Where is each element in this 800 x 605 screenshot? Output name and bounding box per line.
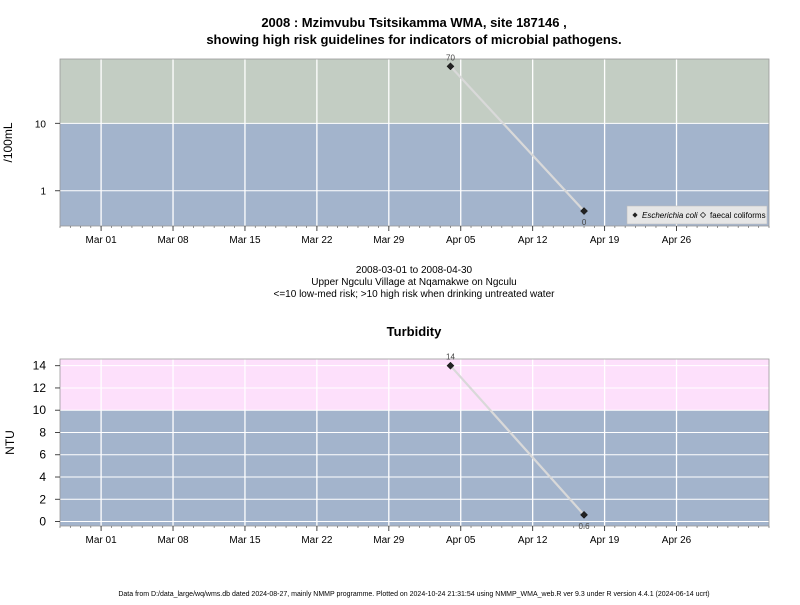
chart-title-line1: 2008 : Mzimvubu Tsitsikamma WMA, site 18… bbox=[261, 15, 566, 30]
legend-key-ecoli bbox=[632, 212, 638, 218]
microbial-panel: Mar 01 Mar 08 Mar 15 Mar 22 Mar 29 Apr 05 Apr … bbox=[1, 53, 770, 246]
legend: Escherichia coli faecal coliforms bbox=[626, 205, 768, 225]
legend-box bbox=[626, 205, 768, 225]
x-tick-label: Apr 12 bbox=[518, 535, 548, 546]
x-tick-label: Mar 29 bbox=[373, 535, 405, 546]
y-tick-label: 10 bbox=[35, 119, 47, 130]
x-tick-label: Mar 29 bbox=[373, 235, 405, 246]
y-tick-label: 0 bbox=[39, 515, 46, 529]
y-tick-label: 1 bbox=[40, 187, 46, 198]
low-risk-band bbox=[60, 410, 769, 526]
series-line bbox=[449, 65, 585, 212]
data-point-0 bbox=[446, 62, 455, 71]
caption-line-risk-note: <=10 low-med risk; >10 high risk when dr… bbox=[274, 289, 556, 300]
plot-frame bbox=[59, 58, 770, 227]
y-axis-label: /100mL bbox=[1, 122, 15, 162]
x-tick-label: Mar 08 bbox=[157, 535, 189, 546]
y-tick-label: 8 bbox=[39, 425, 46, 439]
y-tick-label: 2 bbox=[39, 492, 46, 506]
turbidity-panel: Mar 01 Mar 08 Mar 15 Mar 22 Mar 29 Apr 05 Apr … bbox=[3, 353, 770, 546]
high-risk-band bbox=[60, 359, 769, 411]
x-tick-label: Apr 05 bbox=[446, 535, 476, 546]
x-tick-label: Mar 15 bbox=[229, 535, 261, 546]
turbidity-title: Turbidity bbox=[387, 324, 442, 339]
footer-note: Data from D:/data_large/wq/wms.db dated … bbox=[118, 591, 709, 598]
x-tick-label: Apr 26 bbox=[662, 535, 692, 546]
data-label-1: 0 bbox=[582, 218, 587, 227]
y-tick-label: 14 bbox=[33, 359, 47, 373]
data-point-1 bbox=[580, 207, 588, 215]
legend-label-ecoli: Escherichia coli bbox=[642, 211, 698, 220]
y-tick-label: 6 bbox=[39, 448, 46, 462]
caption-line-date-range: 2008-03-01 to 2008-04-30 bbox=[356, 265, 473, 276]
y-axis-label: NTU bbox=[3, 430, 17, 455]
data-label-1: 0.6 bbox=[578, 522, 590, 531]
x-tick-label: Mar 22 bbox=[301, 235, 333, 246]
x-tick-label: Mar 15 bbox=[229, 235, 261, 246]
chart-title-line2: showing high risk guidelines for indicat… bbox=[206, 32, 621, 47]
high-risk-band bbox=[60, 59, 769, 124]
x-tick-label: Apr 12 bbox=[518, 235, 548, 246]
caption-line-site: Upper Ngculu Village at Nqamakwe on Ngcu… bbox=[311, 277, 516, 288]
x-tick-label: Apr 19 bbox=[590, 235, 620, 246]
x-tick-label: Apr 19 bbox=[590, 535, 620, 546]
x-tick-label: Apr 26 bbox=[662, 235, 692, 246]
y-tick-label: 4 bbox=[39, 470, 46, 484]
series-line bbox=[449, 364, 585, 516]
data-point-0 bbox=[446, 361, 455, 370]
x-tick-label: Mar 08 bbox=[157, 235, 189, 246]
data-label-0: 14 bbox=[446, 353, 455, 362]
data-point-1 bbox=[580, 510, 588, 519]
x-tick-label: Mar 01 bbox=[86, 235, 118, 246]
x-tick-label: Mar 01 bbox=[86, 535, 118, 546]
y-tick-label: 12 bbox=[33, 381, 47, 395]
y-tick-label: 10 bbox=[33, 403, 47, 417]
x-tick-label: Mar 22 bbox=[301, 535, 333, 546]
data-label-0: 70 bbox=[446, 53, 455, 62]
plot-frame bbox=[59, 358, 770, 527]
legend-key-faecal bbox=[699, 211, 707, 219]
x-tick-label: Apr 05 bbox=[446, 235, 476, 246]
legend-label-faecal: faecal coliforms bbox=[710, 211, 766, 220]
